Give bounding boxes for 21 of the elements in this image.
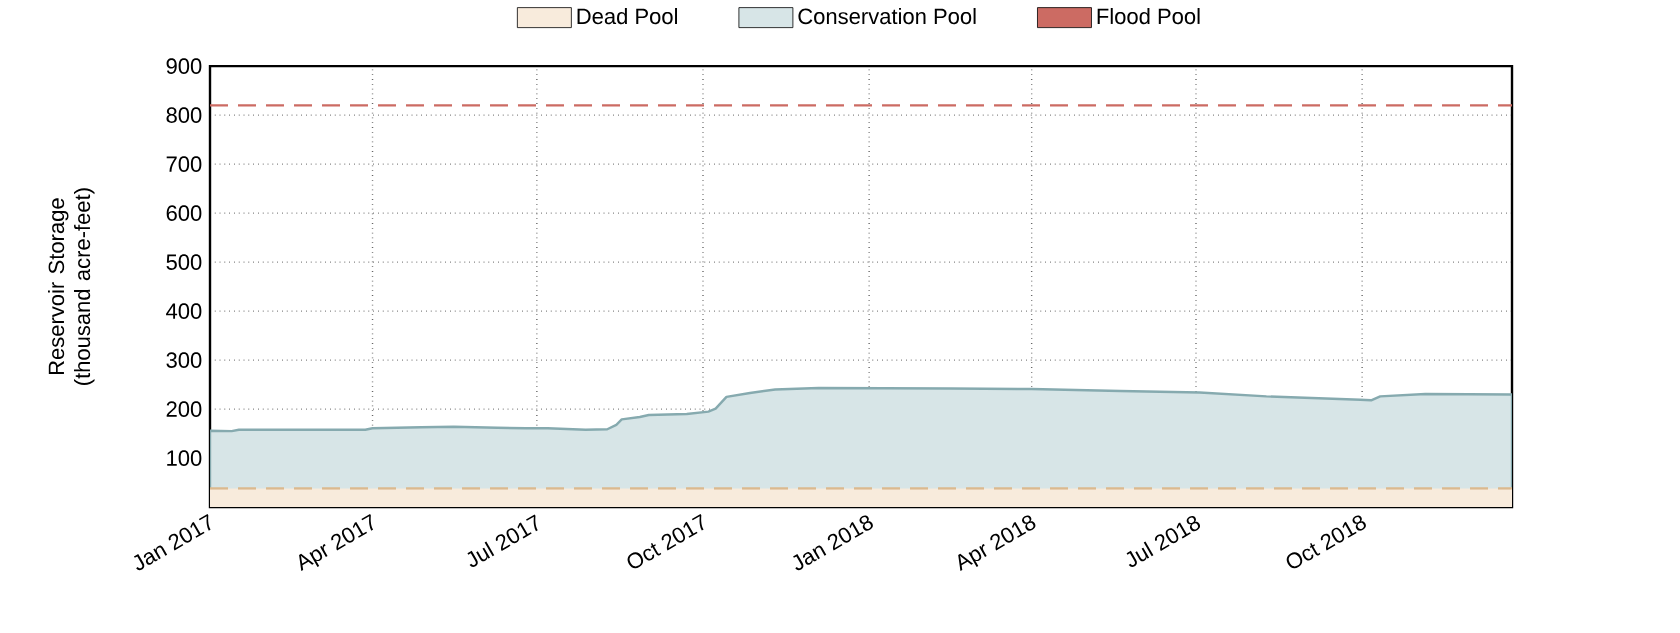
x-tick-label: Jan 2017 (133, 513, 211, 571)
legend-label: Dead Pool (577, 7, 677, 25)
y-tick-label: 300 (166, 352, 202, 368)
x-tick-label: Oct 2017 (627, 513, 704, 569)
y-tick-label: 400 (166, 303, 202, 319)
y-tick-label: 800 (166, 107, 202, 123)
y-tick-label: 500 (166, 254, 202, 270)
y-tick-label: 200 (166, 401, 202, 417)
y-tick-label: 100 (167, 450, 202, 466)
x-tick-label: Apr 2017 (299, 513, 374, 572)
y-tick-label: 600 (166, 205, 202, 221)
legend-label: Flood Pool (1097, 7, 1200, 25)
x-tick-label: Jan 2018 (793, 515, 873, 571)
x-tick-label: Oct 2018 (1286, 515, 1366, 569)
legend-label: Conservation Pool (798, 7, 976, 25)
x-tick-label: Jul 2017 (467, 514, 538, 567)
y-tick-label: 700 (166, 156, 202, 172)
y-tick-label: 900 (166, 58, 202, 74)
y-axis-title: Reservoir Storage (thousand acre-feet) (48, 188, 95, 385)
x-tick-label: Apr 2018 (958, 515, 1036, 572)
x-tick-label: Jul 2018 (1126, 515, 1201, 567)
